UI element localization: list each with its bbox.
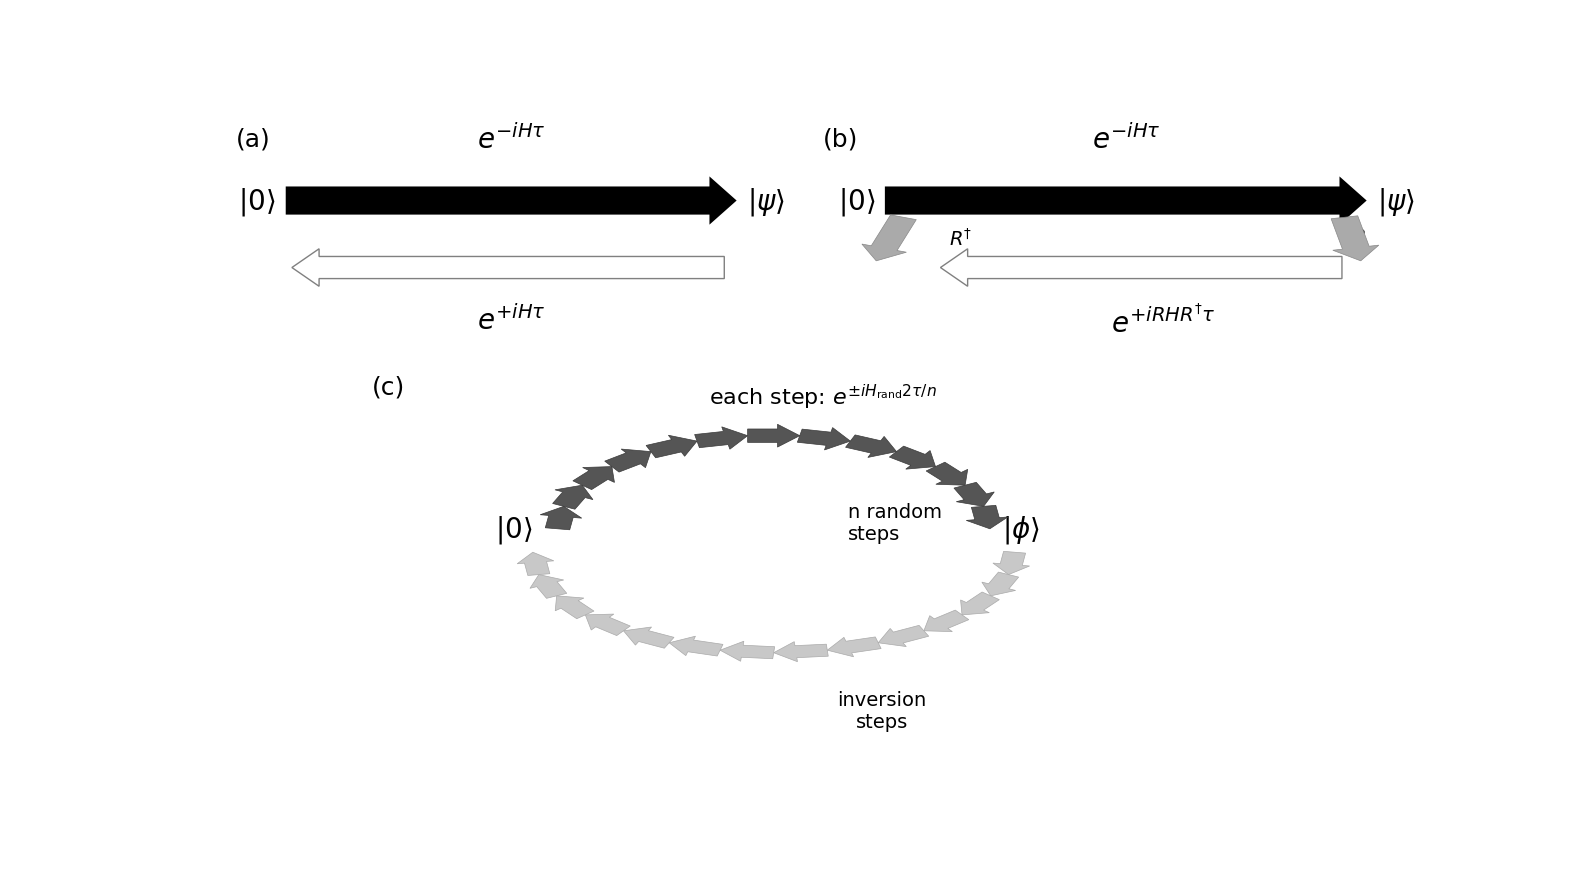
FancyArrow shape [585, 614, 630, 636]
Text: $e^{-iH\tau}$: $e^{-iH\tau}$ [1092, 124, 1160, 155]
FancyArrow shape [773, 642, 829, 662]
Text: $e^{-iH\tau}$: $e^{-iH\tau}$ [477, 124, 545, 155]
FancyArrow shape [953, 483, 995, 507]
FancyArrow shape [553, 486, 593, 509]
Text: $|\phi\rangle$: $|\phi\rangle$ [1003, 514, 1041, 545]
FancyArrow shape [516, 553, 553, 576]
FancyArrow shape [827, 637, 881, 657]
FancyArrow shape [966, 506, 1007, 529]
FancyArrow shape [285, 177, 736, 225]
FancyArrow shape [555, 596, 595, 619]
Text: $|\psi\rangle$: $|\psi\rangle$ [746, 185, 784, 217]
FancyArrow shape [623, 627, 674, 648]
FancyArrow shape [695, 428, 748, 449]
FancyArrow shape [885, 177, 1366, 225]
FancyArrow shape [845, 435, 896, 458]
FancyArrow shape [529, 575, 567, 599]
FancyArrow shape [720, 641, 775, 661]
Text: $|0\rangle$: $|0\rangle$ [837, 185, 875, 217]
Text: each step: $e^{\pm iH_{\mathrm{rand}}2\tau/n}$: each step: $e^{\pm iH_{\mathrm{rand}}2\t… [709, 382, 937, 411]
Text: $|0\rangle$: $|0\rangle$ [239, 185, 276, 217]
FancyArrow shape [993, 552, 1030, 575]
Text: inversion
steps: inversion steps [837, 690, 926, 731]
Text: $R$: $R$ [1352, 228, 1366, 247]
FancyArrow shape [961, 593, 999, 615]
FancyArrow shape [669, 636, 724, 656]
FancyArrow shape [797, 428, 850, 450]
Text: $|0\rangle$: $|0\rangle$ [496, 514, 532, 545]
FancyArrow shape [1331, 216, 1379, 262]
Text: (b): (b) [823, 128, 859, 152]
Text: $|\psi\rangle$: $|\psi\rangle$ [1377, 185, 1414, 217]
FancyArrow shape [925, 610, 969, 632]
FancyArrow shape [540, 507, 582, 530]
FancyArrow shape [748, 425, 800, 448]
FancyArrow shape [889, 447, 936, 469]
Text: (a): (a) [236, 128, 271, 152]
FancyArrow shape [940, 249, 1342, 287]
FancyArrow shape [646, 435, 697, 458]
Text: $R^{\dagger}$: $R^{\dagger}$ [948, 228, 972, 250]
FancyArrow shape [926, 462, 968, 486]
FancyArrow shape [292, 249, 724, 287]
FancyArrow shape [862, 216, 917, 262]
Text: n random
steps: n random steps [848, 502, 942, 543]
Text: $e^{+iRHR^{\dagger}\tau}$: $e^{+iRHR^{\dagger}\tau}$ [1111, 305, 1215, 338]
FancyArrow shape [572, 467, 614, 490]
Text: (c): (c) [373, 375, 405, 399]
Text: $e^{+iH\tau}$: $e^{+iH\tau}$ [477, 305, 545, 335]
FancyArrow shape [604, 449, 650, 473]
FancyArrow shape [878, 626, 929, 647]
FancyArrow shape [982, 573, 1019, 596]
